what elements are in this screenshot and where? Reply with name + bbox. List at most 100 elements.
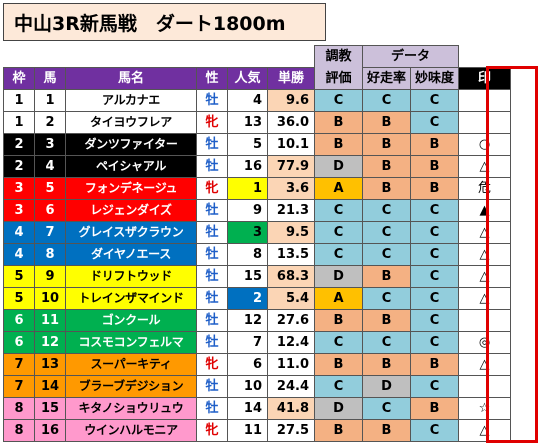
koso-grade: B bbox=[362, 111, 411, 134]
waku-cell: 7 bbox=[3, 375, 35, 398]
horse-name: レジェンダイズ bbox=[65, 199, 197, 222]
sex-cell: 牡 bbox=[196, 375, 228, 398]
ninki-cell: 2 bbox=[227, 287, 268, 310]
ninki-cell: 15 bbox=[227, 265, 268, 288]
table-row: 4 8 ダイヤノエース牡 8 13.5 C C C △ bbox=[3, 243, 511, 266]
odds-cell: 11.0 bbox=[267, 353, 315, 376]
header-uma: 馬 bbox=[34, 67, 66, 90]
chokyo-grade: B bbox=[314, 353, 363, 376]
mark-cell bbox=[458, 111, 511, 134]
koso-grade: C bbox=[362, 331, 411, 354]
header-row: 枠 馬 馬名 性 人気 単勝 評価 好走率 妙味度 印 bbox=[3, 67, 511, 90]
header-chokyo: 調教 bbox=[314, 45, 363, 68]
horse-name: ウインハルモニア bbox=[65, 419, 197, 442]
waku-cell: 5 bbox=[3, 265, 35, 288]
ninki-cell: 8 bbox=[227, 243, 268, 266]
uma-cell: 8 bbox=[34, 243, 66, 266]
odds-cell: 9.5 bbox=[267, 221, 315, 244]
ninki-cell: 10 bbox=[227, 375, 268, 398]
mark-cell: △ bbox=[458, 419, 511, 442]
uma-cell: 6 bbox=[34, 199, 66, 222]
sex-cell: 牡 bbox=[196, 397, 228, 420]
myomi-grade: B bbox=[410, 177, 459, 200]
waku-cell: 2 bbox=[3, 155, 35, 178]
sex-cell: 牡 bbox=[196, 199, 228, 222]
ninki-cell: 16 bbox=[227, 155, 268, 178]
table-row: 3 5 フォンデネージュ牝 1 3.6 A B B 危 bbox=[3, 177, 511, 200]
myomi-grade: C bbox=[410, 265, 459, 288]
horse-name: ダンツファイター bbox=[65, 133, 197, 156]
table-row: 5 10 トレインザマインド牡 2 5.4 A C C △ bbox=[3, 287, 511, 310]
koso-grade: B bbox=[362, 265, 411, 288]
odds-cell: 24.4 bbox=[267, 375, 315, 398]
waku-cell: 3 bbox=[3, 177, 35, 200]
uma-cell: 5 bbox=[34, 177, 66, 200]
sex-cell: 牝 bbox=[196, 111, 228, 134]
horse-name: ペイシャアル bbox=[65, 155, 197, 178]
ninki-cell: 12 bbox=[227, 309, 268, 332]
horse-name: フォンデネージュ bbox=[65, 177, 197, 200]
waku-cell: 6 bbox=[3, 309, 35, 332]
page-title: 中山3R新馬戦 ダート1800m bbox=[3, 3, 326, 41]
header-row-top: 調教 データ bbox=[4, 45, 511, 68]
odds-cell: 36.0 bbox=[267, 111, 315, 134]
waku-cell: 7 bbox=[3, 353, 35, 376]
myomi-grade: C bbox=[410, 243, 459, 266]
koso-grade: C bbox=[362, 397, 411, 420]
myomi-grade: C bbox=[410, 375, 459, 398]
chokyo-grade: B bbox=[314, 111, 363, 134]
myomi-grade: C bbox=[410, 221, 459, 244]
chokyo-grade: A bbox=[314, 287, 363, 310]
myomi-grade: B bbox=[410, 353, 459, 376]
waku-cell: 2 bbox=[3, 133, 35, 156]
sex-cell: 牡 bbox=[196, 133, 228, 156]
chokyo-grade: B bbox=[314, 133, 363, 156]
chokyo-grade: D bbox=[314, 265, 363, 288]
table-row: 8 16 ウインハルモニア牝 11 27.5 B B C △ bbox=[3, 419, 511, 442]
horse-name: タイヨウフレア bbox=[65, 111, 197, 134]
odds-cell: 68.3 bbox=[267, 265, 315, 288]
uma-cell: 16 bbox=[34, 419, 66, 442]
horse-name: ダイヤノエース bbox=[65, 243, 197, 266]
koso-grade: B bbox=[362, 353, 411, 376]
ninki-cell: 6 bbox=[227, 353, 268, 376]
ninki-cell: 3 bbox=[227, 221, 268, 244]
mark-cell bbox=[458, 309, 511, 332]
odds-cell: 27.6 bbox=[267, 309, 315, 332]
sex-cell: 牡 bbox=[196, 331, 228, 354]
myomi-grade: B bbox=[410, 397, 459, 420]
waku-cell: 5 bbox=[3, 287, 35, 310]
horse-name: ゴンクール bbox=[65, 309, 197, 332]
uma-cell: 1 bbox=[34, 89, 66, 112]
koso-grade: C bbox=[362, 287, 411, 310]
uma-cell: 4 bbox=[34, 155, 66, 178]
odds-cell: 3.6 bbox=[267, 177, 315, 200]
odds-cell: 12.4 bbox=[267, 331, 315, 354]
odds-cell: 27.5 bbox=[267, 419, 315, 442]
odds-cell: 5.4 bbox=[267, 287, 315, 310]
mark-cell: ☆ bbox=[458, 397, 511, 420]
table-row: 5 9 ドリフトウッド牡 15 68.3 D B C △ bbox=[3, 265, 511, 288]
odds-cell: 77.9 bbox=[267, 155, 315, 178]
horse-name: キタノショウリュウ bbox=[65, 397, 197, 420]
odds-cell: 9.6 bbox=[267, 89, 315, 112]
myomi-grade: C bbox=[410, 89, 459, 112]
table-row: 6 12 コスモコンフェルマ牡 7 12.4 C C C ◎ bbox=[3, 331, 511, 354]
ninki-cell: 5 bbox=[227, 133, 268, 156]
table-row: 1 2 タイヨウフレア牝 13 36.0 B B C bbox=[3, 111, 511, 134]
sex-cell: 牡 bbox=[196, 243, 228, 266]
myomi-grade: B bbox=[410, 155, 459, 178]
ninki-cell: 1 bbox=[227, 177, 268, 200]
header-hyoka: 評価 bbox=[314, 67, 363, 90]
header-ninki: 人気 bbox=[227, 67, 268, 90]
koso-grade: C bbox=[362, 89, 411, 112]
chokyo-grade: D bbox=[314, 397, 363, 420]
sex-cell: 牡 bbox=[196, 155, 228, 178]
horse-name: グレイスザクラウン bbox=[65, 221, 197, 244]
waku-cell: 8 bbox=[3, 419, 35, 442]
mark-cell: ○ bbox=[458, 133, 511, 156]
ninki-cell: 4 bbox=[227, 89, 268, 112]
myomi-grade: C bbox=[410, 331, 459, 354]
sex-cell: 牝 bbox=[196, 353, 228, 376]
koso-grade: C bbox=[362, 199, 411, 222]
